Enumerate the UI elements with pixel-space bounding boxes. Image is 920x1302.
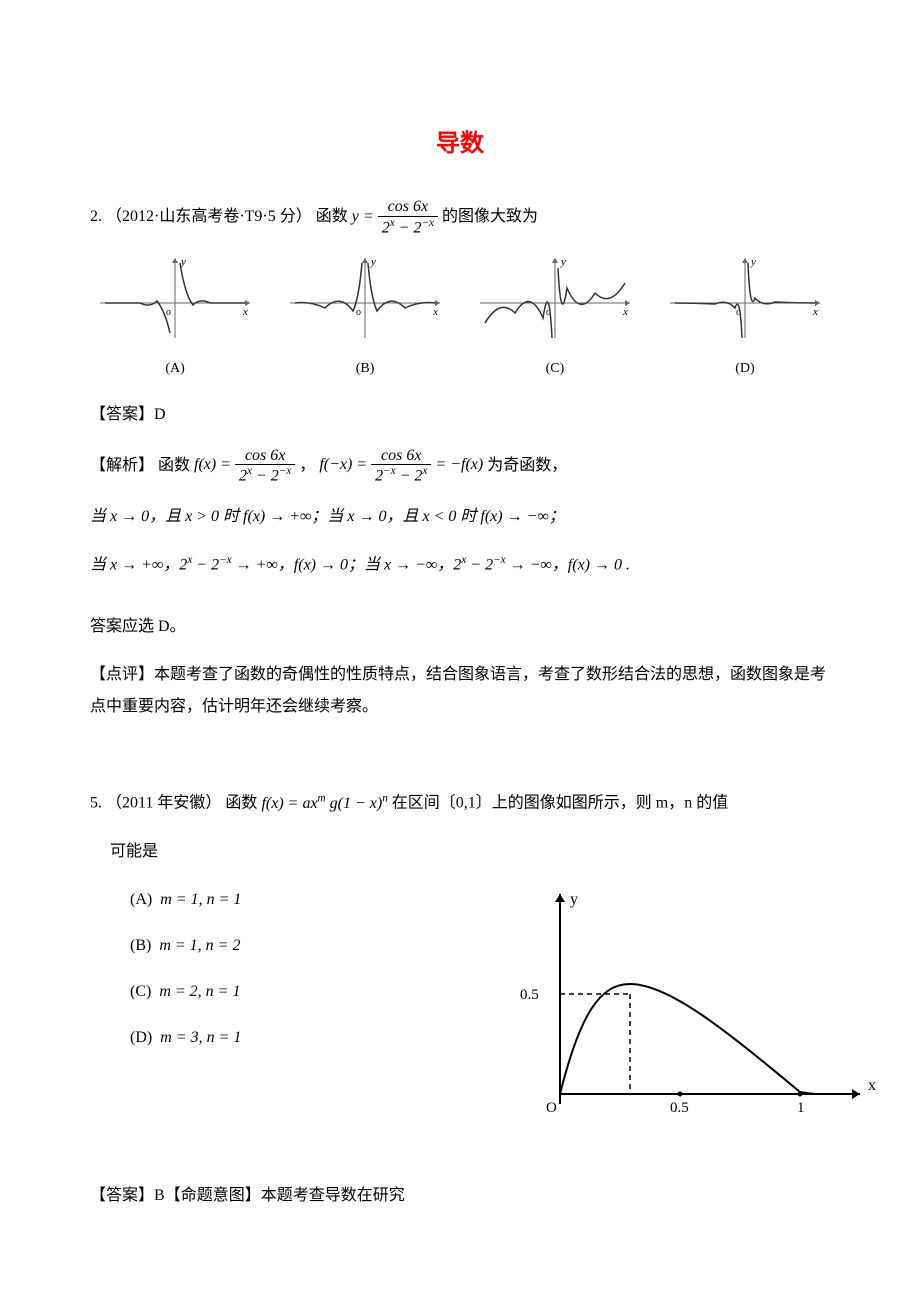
q2-stem: 2. （2012·山东高考卷·T9·5 分） 函数 y = cos 6x 2x … xyxy=(90,198,830,237)
q2-analysis-line3: 当 x → +∞，2x − 2−x → +∞，f(x) → 0；当 x → −∞… xyxy=(90,549,830,581)
q2-formula: y = cos 6x 2x − 2−x xyxy=(352,208,442,225)
q2-option-c: x y o (C) xyxy=(470,253,640,383)
q2-opt-a-label: (A) xyxy=(90,355,260,383)
q2-source: （2012·山东高考卷·T9·5 分） xyxy=(106,208,312,225)
q2-formula-num: cos 6x xyxy=(378,198,438,217)
q2-number: 2. xyxy=(90,208,102,225)
q2-conclusion: 答案应选 D。 xyxy=(90,611,830,643)
q2-stem-suffix: 的图像大致为 xyxy=(442,208,538,225)
q5-body: (A) m = 1, n = 1 (B) m = 1, n = 2 (C) m … xyxy=(90,884,830,1054)
svg-text:x: x xyxy=(812,306,818,318)
q2-comment: 【点评】本题考查了函数的奇偶性的性质特点，结合图象语言，考查了数形结合法的思想，… xyxy=(90,659,830,723)
q2-analysis-line2: 当 x → 0，且 x > 0 时 f(x) → +∞；当 x → 0，且 x … xyxy=(90,501,830,533)
page-title: 导数 xyxy=(90,120,830,168)
q5-graph: x y O 0.5 0.5 1 xyxy=(490,874,890,1146)
q2-answer: 【答案】D xyxy=(90,399,830,431)
q2-options: x y o (A) x y o (B) x y o xyxy=(90,253,830,383)
q2-opt-d-label: (D) xyxy=(660,355,830,383)
q2-option-d: x y o (D) xyxy=(660,253,830,383)
svg-text:y: y xyxy=(370,256,376,268)
svg-text:o: o xyxy=(356,307,361,318)
svg-text:x: x xyxy=(622,306,628,318)
q5-stem-cont: 可能是 xyxy=(90,836,830,868)
graph-xtick1: 0.5 xyxy=(670,1100,689,1116)
svg-text:x: x xyxy=(242,306,248,318)
graph-xtick2: 1 xyxy=(797,1100,805,1116)
q2-option-b: x y o (B) xyxy=(280,253,450,383)
q5-stem: 5. （2011 年安徽） 函数 f(x) = axm g(1 − x)n 在区… xyxy=(90,787,830,819)
svg-text:o: o xyxy=(166,307,171,318)
graph-ytick: 0.5 xyxy=(520,987,539,1003)
q2-opt-b-label: (B) xyxy=(280,355,450,383)
svg-text:y: y xyxy=(560,256,566,268)
q2-option-a: x y o (A) xyxy=(90,253,260,383)
q2-analysis-line1: 【解析】 函数 f(x) = cos 6x 2x − 2−x ， f(−x) =… xyxy=(90,447,830,486)
graph-x-label: x xyxy=(868,1077,876,1094)
q5-answer: 【答案】B【命题意图】本题考查导数在研究 xyxy=(90,1180,830,1212)
q2-stem-prefix: 函数 xyxy=(316,208,348,225)
q2-formula-den: 2x − 2−x xyxy=(378,217,438,237)
graph-origin: O xyxy=(546,1100,557,1116)
q2-opt-c-label: (C) xyxy=(470,355,640,383)
svg-text:y: y xyxy=(750,256,756,268)
graph-y-label: y xyxy=(570,891,578,908)
svg-text:x: x xyxy=(432,306,438,318)
